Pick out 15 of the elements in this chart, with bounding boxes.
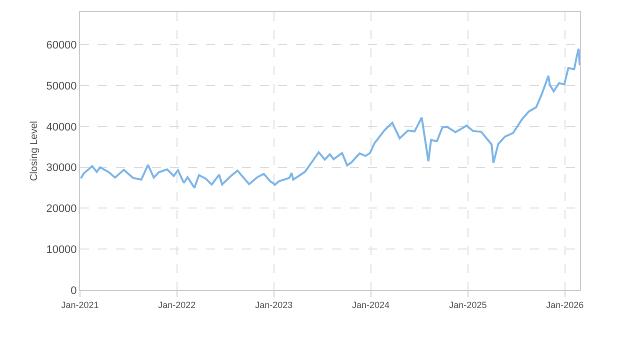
x-tick-label: Jan-2021 [61,300,99,310]
y-tick-label: 20000 [46,203,77,216]
y-tick-label: 40000 [46,121,77,134]
x-tick-label: Jan-2023 [255,300,293,310]
y-axis-title: Closing Level [29,120,40,182]
y-tick-label: 60000 [46,40,77,52]
x-tick-label: Jan-2024 [352,300,390,310]
x-tick-label: Jan-2022 [158,300,196,310]
y-tick-label: 10000 [46,244,77,256]
x-tick-label: Jan-2026 [546,300,584,310]
y-tick-label: 30000 [46,162,77,174]
y-tick-label: 0 [70,284,77,297]
line-series [80,48,580,189]
y-tick-label: 50000 [46,80,77,92]
x-tick-label: Jan-2025 [449,300,487,310]
